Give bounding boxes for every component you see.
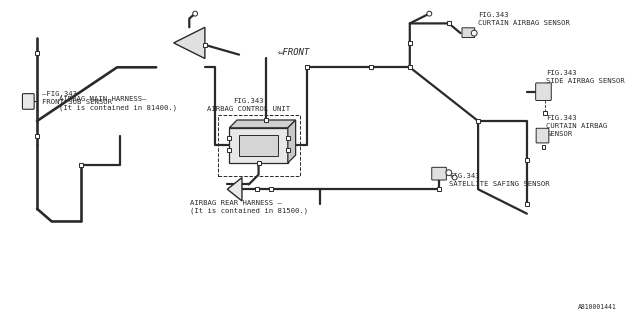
Text: ⇐FRONT: ⇐FRONT [278, 48, 310, 57]
Text: —FIG.343
FRONT SUB SENSOR: —FIG.343 FRONT SUB SENSOR [42, 91, 112, 105]
Bar [437, 187, 441, 191]
Bar [264, 118, 268, 122]
FancyBboxPatch shape [536, 83, 551, 100]
Bar [227, 148, 231, 152]
Circle shape [452, 175, 457, 180]
Text: AIRBAG REAR HARNESS —
(It is contained in 81500.): AIRBAG REAR HARNESS — (It is contained i… [190, 200, 308, 214]
Bar [35, 134, 39, 138]
Bar [543, 111, 547, 115]
Bar [255, 187, 259, 191]
Text: FIG.343
CURTAIN AIRBAG SENSOR: FIG.343 CURTAIN AIRBAG SENSOR [478, 12, 570, 26]
Polygon shape [288, 120, 296, 163]
Polygon shape [229, 120, 296, 128]
Text: FIG.343
AIRBAG CONTROL UNIT: FIG.343 AIRBAG CONTROL UNIT [207, 98, 291, 112]
Bar [541, 145, 545, 149]
Bar [525, 202, 529, 206]
Bar [239, 135, 278, 156]
Polygon shape [227, 178, 242, 201]
FancyBboxPatch shape [462, 28, 475, 37]
Text: FIG.343
SIDE AIRBAG SENSOR: FIG.343 SIDE AIRBAG SENSOR [547, 70, 625, 84]
Bar [286, 148, 290, 152]
Bar [227, 136, 231, 140]
Bar [203, 43, 207, 47]
Bar [79, 163, 83, 167]
Bar [447, 21, 451, 25]
Circle shape [446, 170, 452, 176]
Bar [305, 65, 309, 69]
FancyBboxPatch shape [22, 94, 34, 109]
Text: AIRBAG MAIN HARNESS—
(It is contained in 81400.): AIRBAG MAIN HARNESS— (It is contained in… [58, 96, 177, 111]
Bar [408, 65, 412, 69]
Text: A810001441: A810001441 [578, 304, 617, 310]
Text: FIG.343
CURTAIN AIRBAG
SENSOR: FIG.343 CURTAIN AIRBAG SENSOR [547, 115, 607, 137]
FancyBboxPatch shape [432, 167, 446, 180]
Text: FIG.343
SATELLITE SAFING SENSOR: FIG.343 SATELLITE SAFING SENSOR [449, 172, 550, 187]
Bar [305, 65, 309, 69]
Bar [218, 115, 300, 176]
Bar [35, 51, 39, 55]
Bar [269, 187, 273, 191]
Bar [408, 41, 412, 45]
Circle shape [193, 11, 198, 16]
Circle shape [427, 11, 432, 16]
Bar [257, 161, 260, 165]
Bar [369, 65, 372, 69]
Circle shape [471, 30, 477, 36]
Polygon shape [229, 128, 288, 163]
FancyBboxPatch shape [536, 128, 549, 143]
Bar [286, 136, 290, 140]
Bar [476, 119, 480, 123]
Bar [525, 158, 529, 162]
Polygon shape [173, 27, 205, 59]
